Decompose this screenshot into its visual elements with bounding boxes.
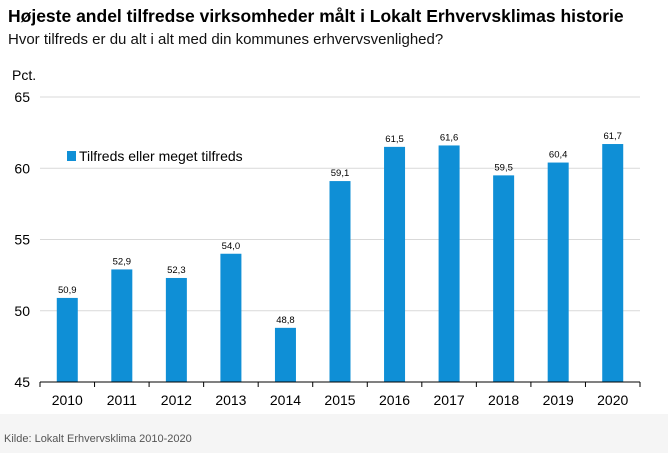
data-label: 61,5 [385, 134, 404, 145]
y-tick-label: 65 [14, 89, 30, 105]
data-label: 52,9 [113, 256, 132, 267]
x-tick-label: 2019 [543, 392, 574, 408]
bar [384, 146, 406, 382]
data-label: 59,5 [494, 162, 513, 173]
bar [602, 144, 624, 382]
data-label: 54,0 [222, 241, 241, 252]
y-tick-label: 45 [14, 374, 30, 390]
legend-swatch [67, 151, 76, 161]
x-tick-label: 2018 [488, 392, 519, 408]
bar [493, 175, 515, 382]
chart-subtitle: Hvor tilfreds er du alt i alt med din ko… [8, 31, 444, 48]
data-label: 48,8 [276, 315, 295, 326]
x-tick-label: 2015 [324, 392, 355, 408]
bar [56, 297, 78, 382]
x-tick-label: 2020 [597, 392, 628, 408]
x-tick-label: 2011 [107, 392, 137, 408]
data-label: 59,1 [331, 168, 350, 179]
bar [220, 253, 242, 382]
bar [438, 145, 460, 382]
x-tick-label: 2017 [434, 392, 465, 408]
y-tick-label: 55 [14, 232, 30, 248]
y-tick-label: 50 [14, 303, 30, 319]
x-tick-label: 2012 [161, 392, 192, 408]
data-label: 50,9 [58, 285, 77, 296]
x-tick-label: 2016 [379, 392, 410, 408]
bar [165, 277, 187, 382]
bar [547, 162, 569, 382]
source-note: Kilde: Lokalt Erhvervsklima 2010-2020 [4, 433, 192, 445]
data-label: 61,6 [440, 132, 459, 143]
x-tick-label: 2013 [215, 392, 246, 408]
legend-label: Tilfreds eller meget tilfreds [79, 148, 243, 164]
bar [111, 269, 133, 382]
y-tick-label: 60 [14, 160, 30, 176]
bar-chart: Pct. 45 50 55 60 65 50,9 2010 52,9 2011 52,3 2012 54… [12, 67, 641, 408]
footer-band [0, 414, 668, 453]
chart-title: Højeste andel tilfredse virksomheder mål… [8, 6, 624, 26]
data-label: 60,4 [549, 150, 568, 161]
data-label: 61,7 [603, 131, 622, 142]
x-tick-label: 2010 [52, 392, 83, 408]
x-tick-label: 2014 [270, 392, 301, 408]
y-axis-label: Pct. [12, 67, 36, 83]
data-label: 52,3 [167, 265, 186, 276]
bar [274, 327, 296, 382]
bar [329, 181, 351, 382]
